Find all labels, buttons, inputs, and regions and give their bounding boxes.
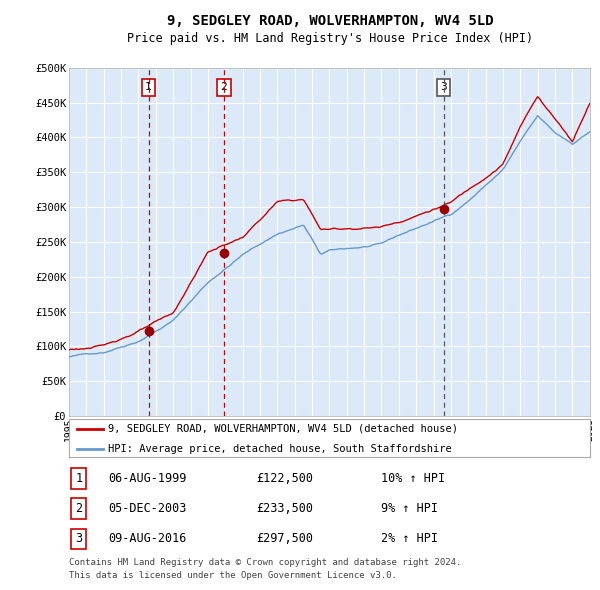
Text: Price paid vs. HM Land Registry's House Price Index (HPI): Price paid vs. HM Land Registry's House …	[127, 32, 533, 45]
Text: 1: 1	[75, 472, 82, 485]
Text: 1: 1	[145, 83, 152, 93]
Text: 9% ↑ HPI: 9% ↑ HPI	[382, 502, 439, 515]
Text: 06-AUG-1999: 06-AUG-1999	[108, 472, 187, 485]
Text: This data is licensed under the Open Government Licence v3.0.: This data is licensed under the Open Gov…	[69, 571, 397, 580]
Text: 2: 2	[220, 83, 227, 93]
Text: £122,500: £122,500	[256, 472, 313, 485]
Text: 3: 3	[440, 83, 447, 93]
Text: 2: 2	[75, 502, 82, 515]
Text: HPI: Average price, detached house, South Staffordshire: HPI: Average price, detached house, Sout…	[108, 444, 452, 454]
Text: 09-AUG-2016: 09-AUG-2016	[108, 532, 187, 545]
Text: 10% ↑ HPI: 10% ↑ HPI	[382, 472, 446, 485]
Text: 05-DEC-2003: 05-DEC-2003	[108, 502, 187, 515]
Text: £233,500: £233,500	[256, 502, 313, 515]
Text: £297,500: £297,500	[256, 532, 313, 545]
Text: Contains HM Land Registry data © Crown copyright and database right 2024.: Contains HM Land Registry data © Crown c…	[69, 558, 461, 567]
Text: 9, SEDGLEY ROAD, WOLVERHAMPTON, WV4 5LD: 9, SEDGLEY ROAD, WOLVERHAMPTON, WV4 5LD	[167, 14, 493, 28]
Text: 2% ↑ HPI: 2% ↑ HPI	[382, 532, 439, 545]
Text: 3: 3	[75, 532, 82, 545]
Text: 9, SEDGLEY ROAD, WOLVERHAMPTON, WV4 5LD (detached house): 9, SEDGLEY ROAD, WOLVERHAMPTON, WV4 5LD …	[108, 424, 458, 434]
